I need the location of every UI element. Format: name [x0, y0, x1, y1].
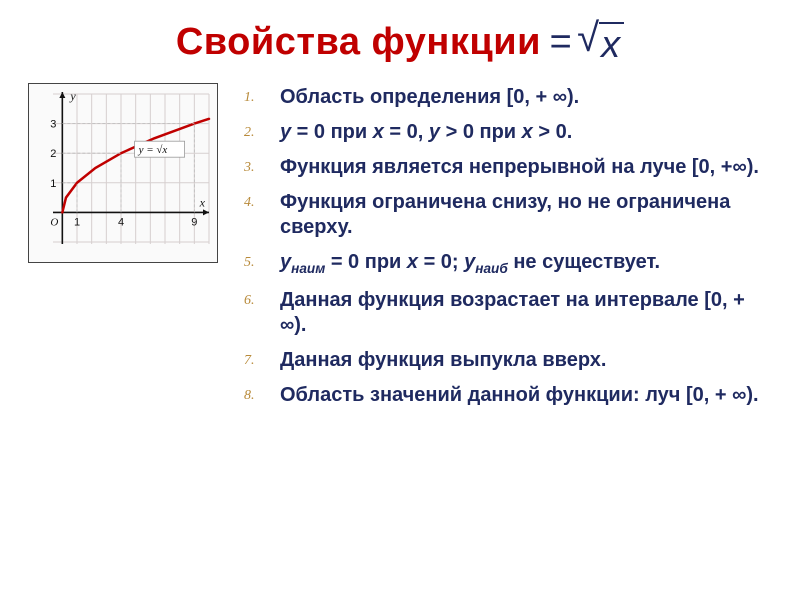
- svg-text:1: 1: [50, 178, 56, 190]
- sqrt-argument: x: [599, 22, 624, 67]
- content-row: 1 4 9 1 2 3 Ox y y = √x Область определения [0, …: [0, 67, 800, 418]
- properties-column: Область определения [0, + ∞). y = 0 при x…: [238, 83, 772, 418]
- radical-icon: √: [577, 18, 599, 58]
- equals-sign: =: [549, 21, 571, 64]
- title-formula: = √ x: [549, 18, 624, 67]
- property-item: yнаим = 0 при x = 0; yнаиб не существует…: [238, 250, 772, 278]
- sqrt-chart: 1 4 9 1 2 3 Ox y y = √x: [29, 84, 217, 262]
- svg-text:x: x: [199, 195, 206, 209]
- properties-list: Область определения [0, + ∞). y = 0 при x…: [238, 85, 772, 408]
- property-item: Функция ограничена снизу, но не ограниче…: [238, 190, 772, 240]
- title-text: Свойства функции: [176, 21, 541, 64]
- property-item: Данная функция выпукла вверх.: [238, 348, 772, 373]
- property-item: Функция является непрерывной на луче [0,…: [238, 155, 772, 180]
- svg-text:9: 9: [191, 216, 197, 228]
- svg-text:3: 3: [50, 119, 56, 131]
- property-item: Данная функция возрастает на интервале […: [238, 288, 772, 338]
- svg-text:1: 1: [74, 216, 80, 228]
- slide-title: Свойства функции = √ x: [0, 0, 800, 67]
- property-item: y = 0 при x = 0, y > 0 при x > 0.: [238, 120, 772, 145]
- sqrt-expression: √ x: [577, 18, 624, 67]
- property-item: Область определения [0, + ∞).: [238, 85, 772, 110]
- svg-text:4: 4: [118, 216, 124, 228]
- chart-column: 1 4 9 1 2 3 Ox y y = √x: [28, 83, 218, 418]
- svg-text:y: y: [69, 89, 76, 103]
- svg-text:O: O: [50, 216, 58, 228]
- svg-text:2: 2: [50, 148, 56, 160]
- chart-frame: 1 4 9 1 2 3 Ox y y = √x: [28, 83, 218, 263]
- svg-text:y = √x: y = √x: [138, 144, 168, 156]
- property-item: Область значений данной функции: луч [0,…: [238, 383, 772, 408]
